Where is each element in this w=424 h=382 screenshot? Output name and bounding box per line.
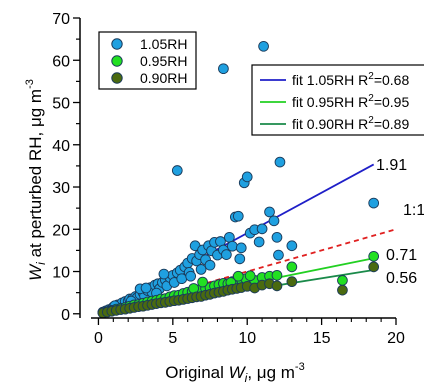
- fit-legend-label-0: fit 1.05RH R2=0.68: [292, 71, 409, 88]
- fit-legend-label-1: fit 0.95RH R2=0.95: [292, 93, 409, 110]
- fit-legend-r2-sup: 2: [368, 93, 374, 104]
- fit-legend-r2: =0.95: [374, 94, 410, 110]
- fit-legend-text: fit 1.05RH R: [292, 72, 368, 88]
- data-point-1_05RH: [268, 215, 280, 227]
- slope-annotation-3: 0.56: [386, 270, 417, 287]
- y-tick-label: 0: [61, 307, 70, 324]
- data-point-0_90RH: [271, 280, 283, 292]
- data-point-0_95RH: [368, 250, 380, 262]
- data-point-1_05RH: [241, 171, 253, 183]
- fit-legend-r2: =0.68: [374, 72, 410, 88]
- data-point-1_05RH: [218, 63, 229, 75]
- legend-marker-2: [111, 72, 123, 84]
- data-point-0_90RH: [286, 276, 298, 288]
- fit-legend-label-2: fit 0.90RH R2=0.89: [292, 115, 409, 132]
- y-tick-label: 10: [52, 265, 70, 282]
- data-point-1_05RH: [171, 165, 183, 176]
- data-point-1_05RH: [235, 242, 247, 254]
- data-point-1_05RH: [273, 249, 284, 261]
- one-to-one-line: [102, 228, 397, 314]
- y-tick-label: 30: [52, 180, 70, 197]
- x-axis-title: Original Wi, μg m-3: [165, 361, 304, 382]
- legend-marker-0: [111, 38, 123, 50]
- data-point-1_05RH: [195, 264, 207, 275]
- y-title-var: W: [26, 263, 45, 281]
- slope-annotations: 1.91 1:1 0.71 0.56: [376, 157, 424, 287]
- x-title-var: W: [229, 363, 247, 382]
- data-point-1_05RH: [204, 259, 216, 271]
- fit-legend-text: fit 0.90RH R: [292, 116, 368, 132]
- data-point-0_95RH: [197, 276, 208, 288]
- legend-label-0: 1.05RH: [140, 36, 187, 52]
- data-point-0_95RH: [286, 261, 298, 273]
- x-tick-label: 15: [313, 330, 331, 347]
- x-title-units: , μg m: [247, 363, 295, 382]
- data-point-0_95RH: [337, 275, 348, 286]
- data-points-layer: [97, 40, 380, 319]
- legend-marker-1: [111, 55, 123, 67]
- data-point-1_05RH: [286, 240, 298, 252]
- y-tick-label: 40: [52, 138, 70, 155]
- data-point-1_05RH: [221, 249, 232, 260]
- data-point-1_05RH: [368, 197, 380, 209]
- data-point-1_05RH: [185, 270, 197, 282]
- y-tick-label: 20: [52, 222, 70, 239]
- x-tick-label: 5: [168, 330, 177, 347]
- data-point-0_90RH: [368, 261, 380, 273]
- data-point-1_05RH: [256, 223, 268, 235]
- data-point-1_05RH: [234, 253, 246, 265]
- data-point-0_95RH: [244, 270, 256, 282]
- fit-legend-r2-sup: 2: [368, 115, 374, 126]
- data-point-0_95RH: [271, 269, 283, 281]
- data-point-1_05RH: [253, 236, 265, 248]
- fit-legend-text: fit 0.95RH R: [292, 94, 368, 110]
- y-title-sub: i: [34, 262, 48, 265]
- data-point-1_05RH: [158, 268, 170, 280]
- legend-label-1: 0.95RH: [140, 53, 187, 69]
- x-tick-label: 10: [238, 330, 256, 347]
- x-tick-label: 0: [94, 330, 103, 347]
- slope-annotation-1: 1:1: [403, 202, 424, 219]
- data-point-1_05RH: [271, 231, 283, 243]
- y-title-text: at perturbed RH, μg m: [26, 89, 45, 262]
- fit-legend-r2-sup: 2: [368, 71, 374, 82]
- y-tick-label: 70: [52, 11, 70, 28]
- y-axis-title: Wi at perturbed RH, μg m-3: [24, 79, 48, 281]
- y-title-exp: -3: [24, 79, 36, 89]
- x-title-sub: i: [245, 371, 248, 382]
- data-point-1_05RH: [264, 206, 275, 218]
- data-point-0_95RH: [232, 270, 244, 282]
- y-tick-label: 60: [52, 53, 70, 70]
- data-point-0_90RH: [337, 284, 348, 296]
- data-point-1_05RH: [258, 40, 269, 52]
- y-tick-label: 50: [52, 96, 70, 113]
- x-title-exp: -3: [295, 361, 305, 373]
- fit-legend-r2: =0.89: [374, 116, 410, 132]
- slope-annotation-2: 0.71: [386, 247, 417, 264]
- data-point-1_05RH: [226, 240, 238, 252]
- x-title-prefix: Original: [165, 363, 228, 382]
- legend-label-2: 0.90RH: [140, 70, 187, 86]
- data-point-1_05RH: [140, 282, 152, 294]
- data-point-1_05RH: [274, 156, 286, 168]
- data-point-1_05RH: [232, 210, 244, 222]
- slope-annotation-0: 1.91: [376, 157, 407, 174]
- data-point-1_05RH: [224, 231, 235, 243]
- x-tick-label: 20: [387, 330, 405, 347]
